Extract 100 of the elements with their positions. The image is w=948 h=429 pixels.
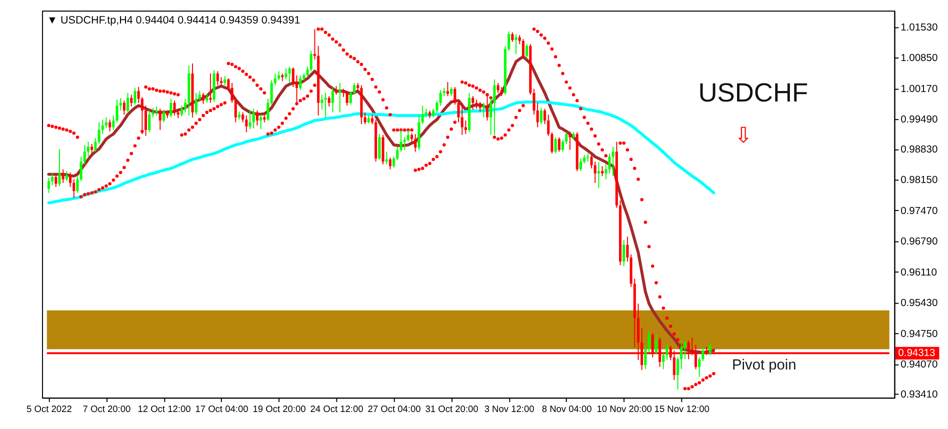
candlestick: [460, 102, 464, 136]
candlestick: [478, 101, 482, 112]
candlestick: [284, 68, 288, 80]
candlestick: [526, 44, 528, 60]
candlestick: [320, 94, 324, 110]
x-tick-label: 10 Nov 20:00: [596, 404, 652, 414]
candlestick: [260, 114, 262, 130]
candlestick: [310, 50, 312, 72]
y-tick-label: 1.01530: [900, 22, 938, 34]
candlestick: [597, 161, 600, 188]
x-tick-label: 15 Nov 12:00: [654, 404, 710, 414]
candlestick: [313, 28, 316, 60]
candlestick: [173, 100, 176, 116]
candlestick: [511, 32, 514, 42]
y-tick-label: 1.00170: [900, 84, 938, 95]
y-tick-label: 0.98150: [900, 175, 938, 186]
candlestick: [558, 136, 560, 152]
candlestick: [364, 112, 366, 125]
candlestick: [508, 30, 510, 52]
candlestick: [626, 236, 629, 262]
candlestick: [256, 110, 258, 126]
candlestick: [248, 109, 252, 130]
candlestick: [58, 148, 61, 187]
candlestick: [170, 98, 172, 118]
y-tick-label: 0.94070: [900, 360, 938, 371]
candlestick: [622, 239, 626, 267]
candlestick: [446, 82, 449, 97]
candlestick: [378, 134, 381, 160]
ref-line-label: 0.94313: [898, 348, 936, 360]
candlestick: [155, 106, 158, 116]
candlestick: [98, 122, 100, 144]
candlestick: [47, 177, 50, 194]
x-tick-label: 17 Oct 04:00: [195, 404, 248, 414]
candlestick: [122, 100, 126, 116]
candlestick: [540, 107, 542, 125]
candlestick: [245, 115, 248, 133]
candlestick: [299, 74, 302, 91]
candlestick: [134, 87, 136, 106]
candlestick: [54, 174, 58, 188]
candlestick: [349, 90, 352, 106]
candlestick: [227, 78, 230, 92]
candlestick: [708, 342, 712, 356]
candlestick: [144, 105, 148, 136]
candlestick: [522, 38, 524, 60]
candlestick: [216, 70, 219, 86]
candlestick: [486, 92, 489, 121]
candlestick: [439, 90, 442, 106]
y-tick-label: 0.96790: [900, 236, 938, 248]
candlestick: [76, 176, 79, 194]
x-tick-label: 24 Oct 12:00: [310, 404, 364, 414]
candlestick: [86, 141, 90, 158]
y-tick-label: 0.97470: [900, 206, 938, 217]
candlestick: [601, 166, 604, 177]
y-tick-label: 0.94750: [900, 328, 938, 340]
candlestick: [352, 82, 356, 96]
candlestick: [65, 170, 68, 182]
candlestick: [278, 70, 280, 81]
candlestick: [414, 134, 417, 152]
candlestick: [496, 82, 500, 94]
y-tick-label: 0.95430: [900, 298, 938, 310]
candlestick: [654, 334, 658, 355]
candlestick: [202, 92, 205, 104]
candlestick: [220, 76, 223, 88]
candlestick: [370, 114, 374, 125]
text: ⇩: [734, 124, 752, 149]
text: Pivot poin: [732, 357, 796, 374]
y-tick-label: 0.96110: [900, 267, 938, 278]
candlestick: [568, 130, 572, 150]
candlestick: [126, 92, 130, 113]
candlestick: [338, 82, 342, 113]
candlestick: [406, 130, 410, 142]
candlestick: [324, 92, 327, 118]
candlestick: [162, 109, 166, 123]
candlestick: [579, 158, 582, 172]
candlestick: [514, 34, 518, 55]
candlestick: [90, 144, 94, 154]
candlestick: [224, 76, 226, 86]
candlestick: [242, 112, 244, 123]
candlestick: [288, 66, 291, 84]
candlestick: [554, 136, 557, 154]
x-tick-label: 27 Oct 04:00: [368, 404, 421, 414]
x-tick-label: 8 Nov 04:00: [542, 404, 592, 414]
x-tick-label: 31 Oct 20:00: [425, 404, 478, 414]
candlestick: [472, 96, 474, 110]
candlestick: [421, 105, 424, 125]
candlestick: [450, 86, 453, 97]
candlestick: [104, 116, 108, 129]
x-tick-label: 7 Oct 20:00: [82, 404, 131, 414]
candlestick: [108, 119, 112, 132]
candlestick: [500, 86, 503, 97]
candlestick: [331, 86, 334, 113]
candlestick: [51, 172, 54, 186]
candlestick: [346, 90, 348, 106]
x-tick-label: 19 Oct 20:00: [252, 404, 306, 414]
candlestick: [328, 96, 330, 107]
candlestick: [388, 157, 392, 170]
annotation: USDCHF: [698, 78, 808, 108]
candlestick: [561, 139, 564, 152]
y-tick-label: 1.00850: [900, 53, 938, 64]
candlestick: [194, 92, 198, 116]
